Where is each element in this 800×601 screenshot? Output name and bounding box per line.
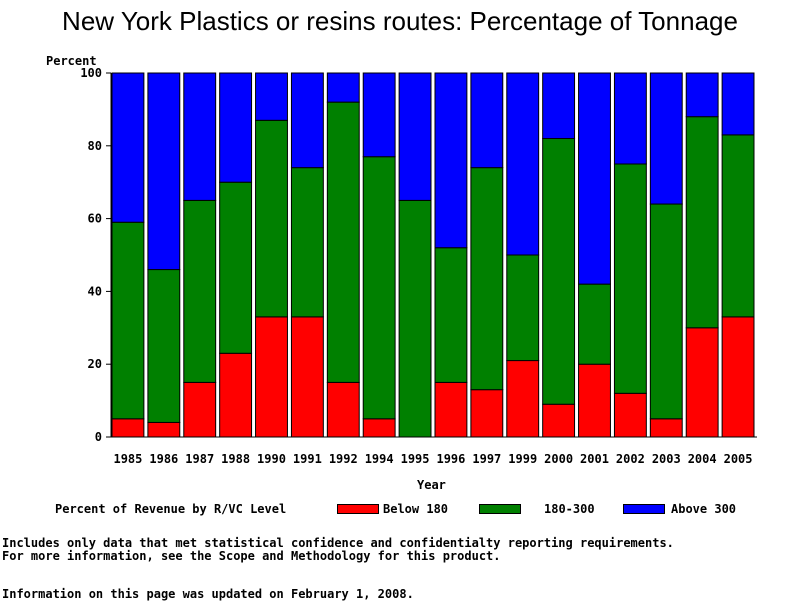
bar-2004-180-300 xyxy=(685,116,719,329)
bar-1997-above-300 xyxy=(470,72,504,169)
bar-1986-below-180 xyxy=(147,421,181,438)
x-tick-label: 2001 xyxy=(580,452,609,466)
x-tick-label: 1997 xyxy=(472,452,501,466)
bar-1990-below-180 xyxy=(255,316,288,438)
bar-1996-below-180 xyxy=(434,381,468,438)
bar-2002-180-300 xyxy=(613,163,647,394)
x-tick-label: 2002 xyxy=(616,452,645,466)
y-tick-label: 100 xyxy=(80,66,102,80)
x-tick-label: 1999 xyxy=(508,452,537,466)
bar-2000-above-300 xyxy=(542,72,576,140)
bar-1988-180-300 xyxy=(219,181,253,354)
bar-1991-below-180 xyxy=(290,316,324,438)
bar-2000-180-300 xyxy=(542,138,576,405)
bar-2005-180-300 xyxy=(721,134,755,318)
y-tick-label: 0 xyxy=(95,430,102,444)
y-tick-label: 80 xyxy=(88,139,102,153)
bar-1992-above-300 xyxy=(326,72,360,103)
bar-1994-above-300 xyxy=(362,72,396,158)
bar-1986-above-300 xyxy=(147,72,181,271)
x-tick-label: 1994 xyxy=(365,452,394,466)
note-line-2: For more information, see the Scope and … xyxy=(2,549,501,563)
x-tick-label: 2000 xyxy=(544,452,573,466)
bar-1987-above-300 xyxy=(183,72,217,201)
bar-1988-above-300 xyxy=(219,72,253,183)
bar-1985-below-180 xyxy=(111,418,145,438)
bar-2001-180-300 xyxy=(578,283,611,365)
bar-1995-180-300 xyxy=(398,199,432,438)
x-tick-label: 1987 xyxy=(185,452,214,466)
bar-1997-below-180 xyxy=(470,389,504,438)
legend-label-180-300: 180-300 xyxy=(544,502,595,516)
bar-1991-180-300 xyxy=(290,167,324,318)
bar-2003-above-300 xyxy=(649,72,683,205)
bar-1997-180-300 xyxy=(470,167,504,391)
bar-1994-180-300 xyxy=(362,156,396,420)
note-line-1: Includes only data that met statistical … xyxy=(2,536,674,550)
x-axis-label: Year xyxy=(417,478,446,492)
bar-1999-above-300 xyxy=(506,72,540,256)
legend-swatch-180-300 xyxy=(479,504,521,514)
bar-1987-below-180 xyxy=(183,381,217,438)
x-tick-label: 1992 xyxy=(329,452,358,466)
bar-1991-above-300 xyxy=(290,72,324,169)
bar-2001-above-300 xyxy=(578,72,611,285)
bar-2004-below-180 xyxy=(685,327,719,438)
bar-2005-below-180 xyxy=(721,316,755,438)
bar-2004-above-300 xyxy=(685,72,719,118)
bar-2002-above-300 xyxy=(613,72,647,165)
y-tick-label: 60 xyxy=(88,212,102,226)
x-tick-label: 2004 xyxy=(688,452,717,466)
bar-2003-below-180 xyxy=(649,418,683,438)
x-tick-label: 2003 xyxy=(652,452,681,466)
bar-2002-below-180 xyxy=(613,392,647,438)
bar-1990-180-300 xyxy=(255,119,288,318)
bar-1992-180-300 xyxy=(326,101,360,383)
x-tick-label: 1990 xyxy=(257,452,286,466)
bar-2003-180-300 xyxy=(649,203,683,420)
bar-1999-below-180 xyxy=(506,360,540,438)
bar-1996-180-300 xyxy=(434,247,468,383)
legend-swatch-below-180 xyxy=(337,504,379,514)
bar-1996-above-300 xyxy=(434,72,468,249)
bar-1988-below-180 xyxy=(219,352,253,438)
legend-swatch-above-300 xyxy=(623,504,665,514)
bar-1986-180-300 xyxy=(147,269,181,423)
legend-heading: Percent of Revenue by R/VC Level xyxy=(55,502,287,516)
bar-1990-above-300 xyxy=(255,72,288,121)
bar-1987-180-300 xyxy=(183,199,217,383)
bar-1995-above-300 xyxy=(398,72,432,201)
chart-title: New York Plastics or resins routes: Perc… xyxy=(62,6,738,36)
x-tick-label: 2005 xyxy=(724,452,753,466)
bar-1994-below-180 xyxy=(362,418,396,438)
note-line-3: Information on this page was updated on … xyxy=(2,587,414,601)
bar-1992-below-180 xyxy=(326,381,360,438)
stacked-bar-chart: 1985 1986 1987 1988 1990 1991 1992 1994 1995 1996… xyxy=(80,66,757,466)
x-tick-label: 1996 xyxy=(436,452,465,466)
legend-label-above-300: Above 300 xyxy=(671,502,737,516)
bar-1985-above-300 xyxy=(111,72,145,223)
y-tick-label: 40 xyxy=(88,284,102,298)
y-axis-label: Percent xyxy=(46,54,97,68)
bar-2001-below-180 xyxy=(578,363,611,438)
x-tick-label: 1995 xyxy=(401,452,430,466)
y-tick-label: 20 xyxy=(88,357,102,371)
bar-2005-above-300 xyxy=(721,72,755,136)
legend-label-below-180: Below 180 xyxy=(383,502,449,516)
x-tick-label: 1985 xyxy=(113,452,142,466)
x-tick-label: 1991 xyxy=(293,452,322,466)
x-tick-label: 1988 xyxy=(221,452,250,466)
x-tick-label: 1986 xyxy=(149,452,178,466)
bar-1999-180-300 xyxy=(506,254,540,362)
bar-2000-below-180 xyxy=(542,403,576,438)
bar-1985-180-300 xyxy=(111,221,145,420)
